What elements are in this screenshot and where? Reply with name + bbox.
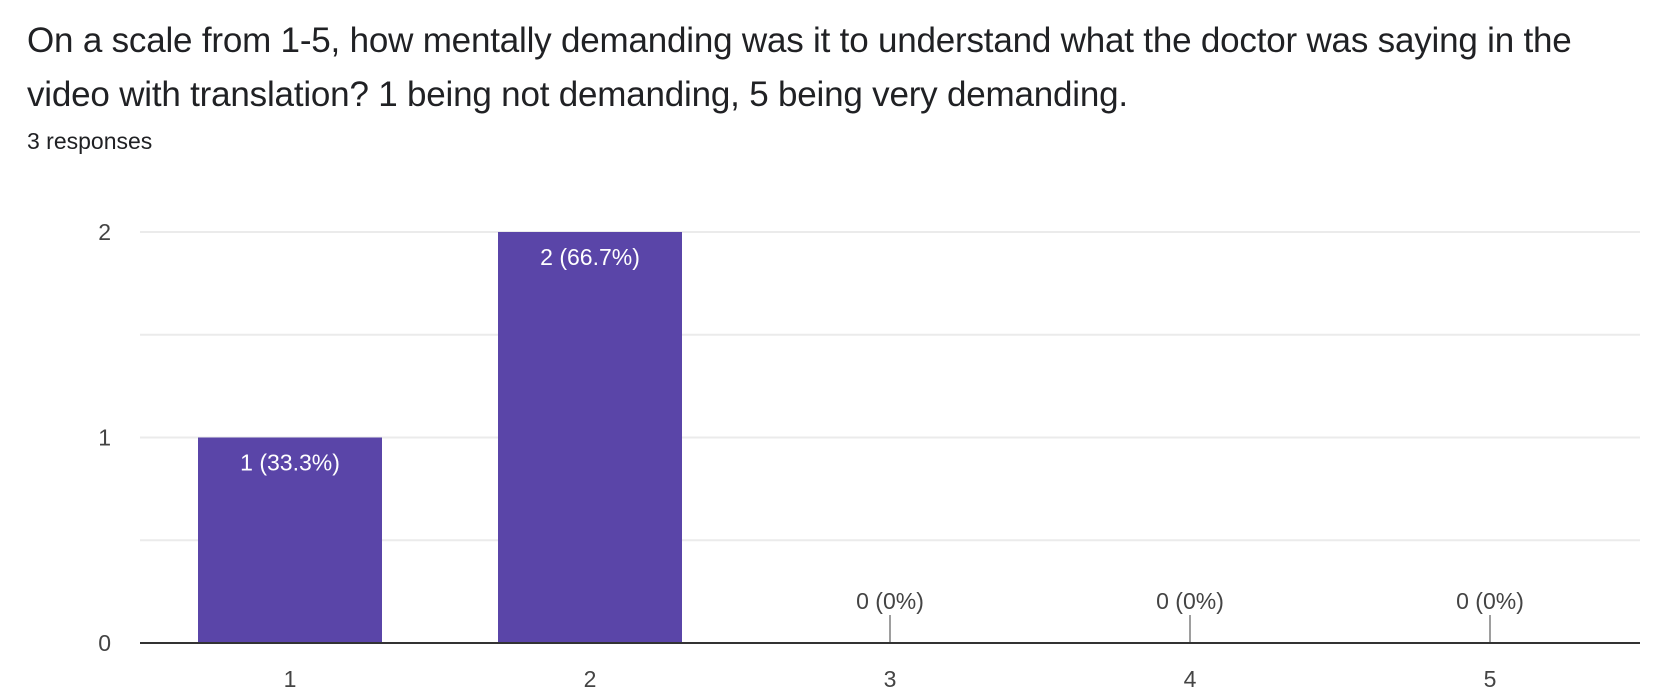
- bar-data-label: 0 (0%): [1456, 588, 1524, 614]
- bar-data-label: 0 (0%): [856, 588, 924, 614]
- bar-data-label: 0 (0%): [1156, 588, 1224, 614]
- y-tick-label: 1: [98, 425, 111, 451]
- y-tick-label: 2: [98, 219, 111, 245]
- x-tick-label: 1: [284, 666, 297, 692]
- x-tick-label: 3: [884, 666, 897, 692]
- question-title: On a scale from 1-5, how mentally demand…: [27, 21, 1572, 114]
- bar-2: [498, 232, 682, 643]
- x-tick-label: 5: [1484, 666, 1497, 692]
- bar-data-label: 2 (66.7%): [540, 244, 640, 270]
- x-tick-label: 4: [1184, 666, 1197, 692]
- response-count: 3 responses: [27, 128, 153, 154]
- bar-1: [198, 437, 382, 643]
- bar-data-label: 1 (33.3%): [240, 450, 340, 476]
- y-tick-label: 0: [98, 630, 111, 656]
- x-tick-label: 2: [584, 666, 597, 692]
